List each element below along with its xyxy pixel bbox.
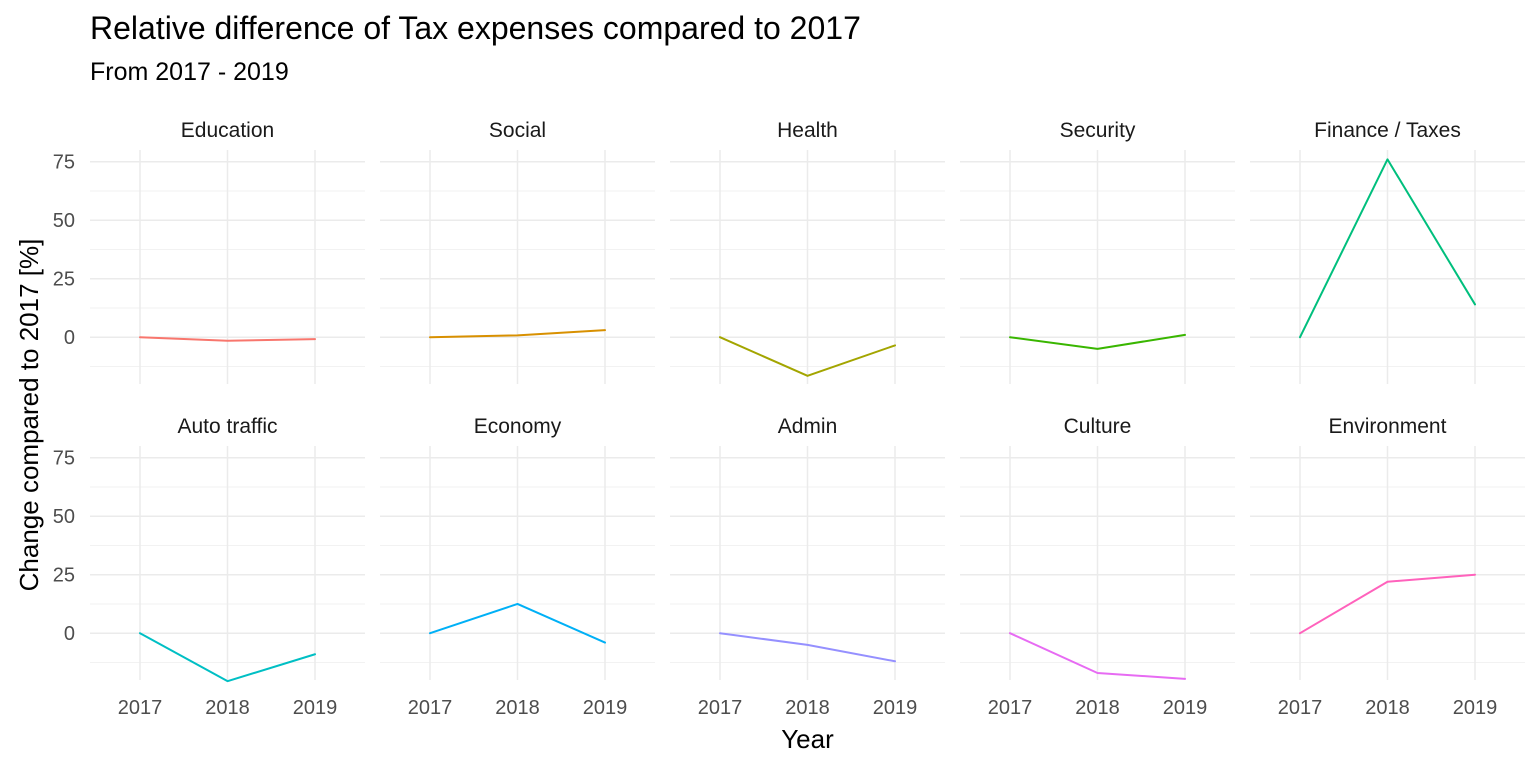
x-tick-label: 2019 [583,697,628,719]
x-tick-label: 2017 [698,697,743,719]
facet-label: Environment [1329,415,1447,438]
y-tick-label: 0 [64,327,75,349]
facet-label: Admin [778,415,838,438]
x-tick-label: 2018 [1365,697,1410,719]
y-tick-label: 75 [53,448,75,470]
x-tick-label: 2017 [988,697,1033,719]
series-line-security [1009,333,1186,350]
x-axis-title: Year [781,724,834,754]
x-tick-label: 2018 [785,697,830,719]
facet-label: Economy [474,415,562,438]
y-tick-label: 25 [53,565,75,587]
series-line-health [719,336,896,377]
series-line-economy [429,602,606,644]
series-line-education [139,336,316,342]
x-tick-label: 2019 [293,697,338,719]
x-tick-label: 2019 [1163,697,1208,719]
series-line-auto-traffic [139,632,316,683]
facet-label: Social [489,119,546,142]
series-line-culture [1009,632,1186,680]
y-axis-title: Change compared to 2017 [%] [14,239,44,592]
x-tick-label: 2018 [495,697,540,719]
facet-label: Security [1060,119,1136,142]
x-tick-label: 2018 [205,697,250,719]
y-tick-label: 50 [53,506,75,528]
series-line-environment [1299,573,1476,635]
chart-title: Relative difference of Tax expenses comp… [90,10,861,46]
y-tick-label: 75 [53,152,75,174]
y-tick-label: 25 [53,269,75,291]
x-tick-label: 2017 [1278,697,1323,719]
x-tick-label: 2017 [118,697,163,719]
chart-subtitle: From 2017 - 2019 [90,58,289,86]
facet-label: Education [181,119,274,142]
series-line-admin [719,632,896,663]
series-line-finance-taxes [1299,158,1476,339]
x-tick-label: 2019 [1453,697,1498,719]
x-tick-label: 2018 [1075,697,1120,719]
facet-label: Finance / Taxes [1314,119,1461,142]
y-tick-label: 50 [53,210,75,232]
facet-label: Culture [1064,415,1132,438]
facet-label: Health [777,119,838,142]
x-tick-label: 2017 [408,697,453,719]
series-line-social [429,329,606,339]
x-tick-label: 2019 [873,697,918,719]
facet-label: Auto traffic [178,415,278,438]
y-tick-label: 0 [64,623,75,645]
